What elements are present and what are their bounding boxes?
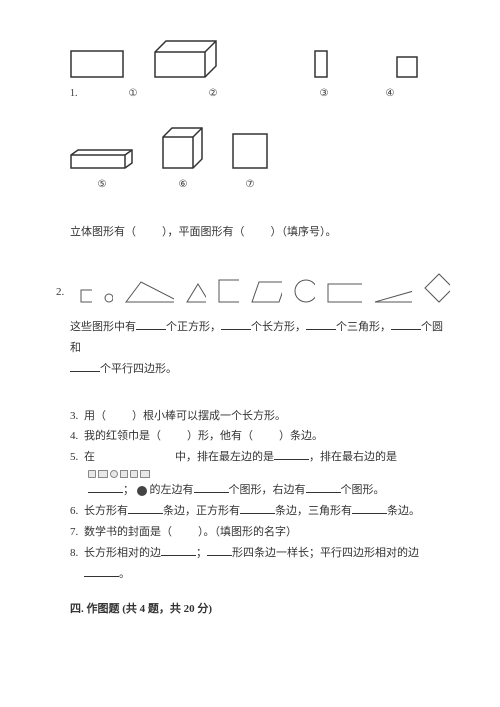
mini-tri	[88, 470, 96, 478]
shape-cuboid-3d	[154, 40, 218, 78]
mini-sq	[120, 470, 128, 478]
q2-triangle	[186, 283, 207, 303]
mini-tri2	[130, 470, 138, 478]
q8: 8.长方形相对的边；形四条边一样长；平行四边形相对的边 。	[50, 543, 450, 585]
q7: 7.数学书的封面是（ ）。（填图形的名字）	[50, 522, 450, 543]
q2-rectangle	[327, 283, 362, 303]
q1-labels-row2: ⑤ ⑥ ⑦	[50, 175, 450, 194]
q2-small-square	[80, 289, 92, 303]
q2-small-circle	[104, 293, 113, 303]
label-5: ⑤	[70, 175, 134, 194]
mini-rect2	[140, 470, 150, 478]
q5-line2: ； 的左边有个图形，右边有个图形。	[50, 480, 450, 501]
shape-tall-rect-2d	[314, 50, 328, 78]
q1-text: 立体图形有（ ），平面图形有（ ）（填序号）。	[50, 222, 450, 243]
q1-shapes-row1	[50, 40, 450, 78]
q2-circle	[294, 279, 315, 303]
shape-square-big-2d	[232, 133, 268, 169]
q2-shapes: 2.	[50, 273, 450, 303]
shape-cube-3d	[162, 127, 204, 169]
label-4: ④	[376, 84, 404, 103]
mini-dot-icon	[137, 486, 147, 496]
mini-circle	[110, 470, 118, 478]
label-1: ①	[114, 84, 152, 103]
q2-text: 这些图形中有个正方形，个长方形，个三角形，个圆和 个平行四边形。	[50, 317, 450, 380]
q6: 6.长方形有条边，正方形有条边，三角形有条边。	[50, 501, 450, 522]
q1-labels-row1: 1. ① ② ③ ④	[50, 84, 450, 103]
label-6: ⑥	[162, 175, 204, 194]
shape-square-2d	[396, 56, 418, 78]
q2-parallelogram	[251, 281, 282, 303]
q5-line1: 5.在中，排在最左边的是，排在最右边的是	[50, 447, 450, 468]
q1-shapes-row2	[50, 127, 450, 169]
q5-mini-shapes	[50, 470, 450, 478]
label-3: ③	[302, 84, 346, 103]
q2-diamond	[424, 273, 450, 303]
label-7: ⑦	[232, 175, 268, 194]
label-2: ②	[182, 84, 244, 103]
q2-right-triangle	[125, 281, 174, 303]
q3: 3.用（ ）根小棒可以摆成一个长方形。	[50, 406, 450, 427]
shape-rectangle-2d	[70, 50, 124, 78]
q2-square	[218, 279, 239, 303]
q2-thin-triangle	[374, 289, 412, 303]
section-4-heading: 四. 作图题 (共 4 题，共 20 分)	[50, 599, 450, 620]
q4: 4.我的红领巾是（ ）形，他有（ ）条边。	[50, 426, 450, 447]
mini-rect	[98, 470, 108, 478]
shape-long-cuboid	[70, 149, 134, 169]
